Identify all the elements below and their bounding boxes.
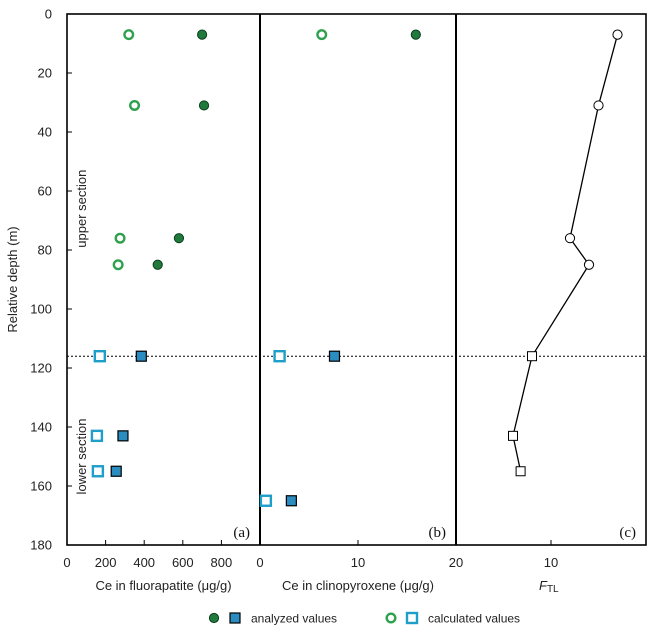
x-tick-label: 800 xyxy=(211,555,233,570)
analyzed-circle-point xyxy=(197,29,208,40)
analyzed-square-point xyxy=(229,612,241,624)
ftl-circle-point xyxy=(612,29,623,40)
x-tick-label: 0 xyxy=(63,555,70,570)
x-axis-title: Ce in clinopyroxene (μg/g) xyxy=(282,578,434,593)
calculated-square-point xyxy=(91,465,105,478)
analyzed-square-point xyxy=(110,465,122,477)
y-tick-label: 140 xyxy=(30,420,52,435)
y-tick-label: 20 xyxy=(38,66,52,81)
calculated-circle-point xyxy=(114,232,126,244)
y-tick-label: 60 xyxy=(38,184,52,199)
y-tick-label: 160 xyxy=(30,479,52,494)
panel-tag: (b) xyxy=(429,525,447,541)
x-axis-title: FTL xyxy=(539,578,559,595)
analyzed-circle-point xyxy=(198,100,210,111)
legend-label-calculated: calculated values xyxy=(428,612,520,626)
calculated-circle-point xyxy=(385,612,397,624)
x-tick-label: 10 xyxy=(544,555,558,570)
calculated-square-point xyxy=(405,611,419,625)
calculated-square-point xyxy=(90,429,104,443)
analyzed-circle-point xyxy=(208,612,220,624)
lower-section-label: lower section xyxy=(74,419,89,495)
analyzed-square-point xyxy=(117,430,129,442)
analyzed-circle-point xyxy=(173,233,185,244)
upper-section-label: upper section xyxy=(74,170,89,248)
calculated-square-point xyxy=(259,494,273,507)
y-tick-label: 100 xyxy=(30,302,52,317)
legend-label-analyzed: analyzed values xyxy=(251,612,337,626)
y-tick-label: 120 xyxy=(30,361,52,376)
ftl-square-point xyxy=(515,466,526,477)
y-axis-title: Relative depth (m) xyxy=(5,226,20,332)
y-tick-label: 180 xyxy=(30,538,52,553)
ftl-square-point xyxy=(508,430,518,441)
x-tick-label: 10 xyxy=(351,555,365,570)
calculated-square-point xyxy=(273,350,286,363)
x-tick-label: 400 xyxy=(133,555,155,570)
analyzed-circle-point xyxy=(152,259,163,270)
x-tick-label: 200 xyxy=(95,555,117,570)
x-tick-label: 20 xyxy=(449,555,463,570)
calculated-square-point xyxy=(93,350,107,363)
analyzed-square-point xyxy=(135,350,147,362)
calculated-circle-point xyxy=(316,29,328,41)
calculated-circle-point xyxy=(123,29,135,41)
x-axis-title: Ce in fluorapatite (μg/g) xyxy=(95,578,231,593)
ftl-line xyxy=(512,34,619,472)
ftl-square-point xyxy=(527,351,537,362)
legend: analyzed values calculated values xyxy=(208,611,520,626)
y-tick-label: 0 xyxy=(45,7,52,22)
x-tick-label: 600 xyxy=(172,555,194,570)
analyzed-circle-point xyxy=(410,29,421,40)
panel-tag: (c) xyxy=(619,525,636,541)
panel-tag: (a) xyxy=(233,525,250,541)
calculated-circle-point xyxy=(112,259,124,271)
ftl-circle-point xyxy=(564,233,576,244)
analyzed-square-point xyxy=(285,495,297,507)
plot-frame xyxy=(66,13,647,546)
ftl-circle-point xyxy=(583,259,595,270)
calculated-circle-point xyxy=(129,99,141,111)
plot-frames xyxy=(66,13,647,546)
y-tick-label: 40 xyxy=(38,125,52,140)
y-tick-label: 80 xyxy=(38,243,52,258)
x-tick-label: 0 xyxy=(256,555,263,570)
ftl-circle-point xyxy=(593,100,604,111)
data-marks xyxy=(90,29,623,507)
analyzed-square-point xyxy=(328,350,341,362)
